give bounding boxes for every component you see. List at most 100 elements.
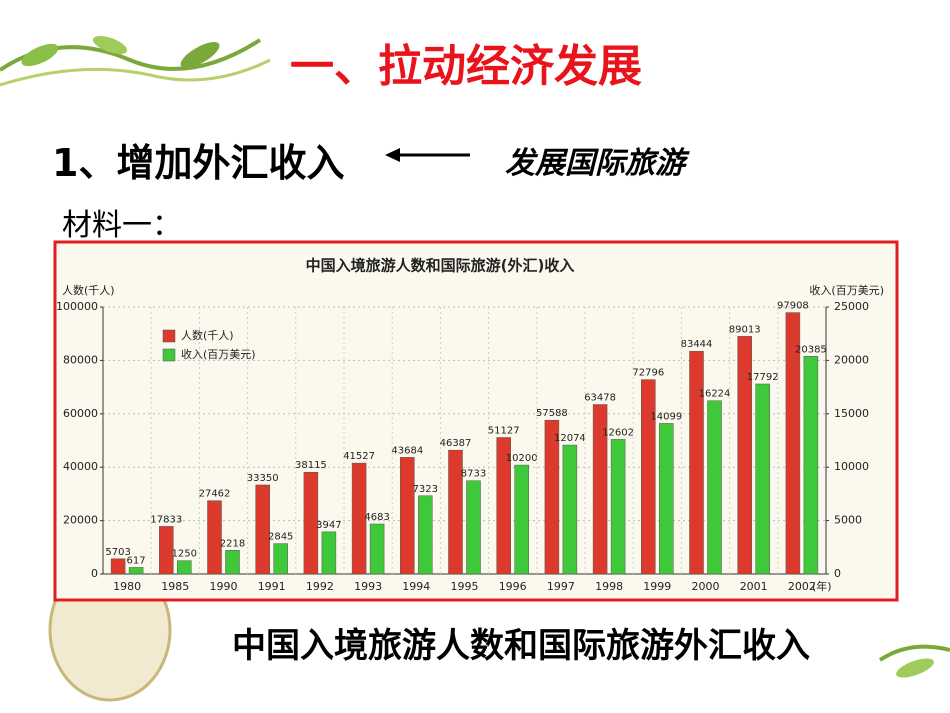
x-tick-label: 1990 (210, 580, 238, 593)
value-label: 17833 (150, 514, 182, 525)
value-label: 97908 (777, 301, 809, 312)
caption: 中国入境旅游人数和国际旅游外汇收入 (232, 626, 810, 666)
x-tick-label: 1998 (595, 580, 623, 593)
bar (255, 484, 270, 575)
slide-title: 一、拉动经济发展 (290, 41, 642, 92)
value-label: 2845 (268, 532, 293, 543)
bar (592, 404, 608, 575)
bar (466, 480, 481, 575)
y2-tick-label: 25000 (834, 300, 869, 313)
bar (514, 464, 529, 575)
x-tick-label: 1995 (451, 580, 479, 593)
y2-tick-label: 15000 (834, 407, 869, 420)
value-label: 8733 (461, 469, 486, 480)
bar (803, 356, 819, 575)
y-tick-label: 80000 (63, 353, 98, 366)
bar (448, 449, 463, 575)
value-label: 17792 (747, 372, 779, 383)
bar (755, 383, 770, 575)
x-tick-label: 2002 (788, 580, 816, 593)
value-label: 41527 (343, 451, 375, 462)
x-tick-label: 1994 (402, 580, 430, 593)
bar (273, 543, 288, 575)
x-tick-label: 1993 (354, 580, 382, 593)
y2-axis-label: 收入(百万美元) (809, 283, 884, 297)
bar (641, 379, 656, 575)
bar (785, 312, 801, 575)
bar (303, 471, 319, 575)
y-axis-label: 人数(千人) (62, 284, 115, 297)
value-label: 10200 (506, 453, 538, 464)
y-tick-label: 40000 (63, 460, 98, 473)
x-tick-label: 1980 (113, 580, 141, 593)
bar (562, 444, 578, 575)
x-tick-label: 2001 (740, 580, 768, 593)
x-tick-label: 2000 (692, 580, 720, 593)
value-label: 7323 (413, 484, 438, 495)
bar (418, 495, 433, 575)
subtitle-target: 发展国际旅游 (505, 146, 685, 181)
y-tick-label: 20000 (63, 514, 98, 527)
value-label: 63478 (584, 393, 616, 404)
value-label: 57588 (536, 408, 568, 419)
y-tick-label: 0 (91, 567, 98, 580)
value-label: 5703 (105, 547, 130, 558)
chart-title: 中国入境旅游人数和国际旅游(外汇)收入 (306, 257, 575, 275)
legend-label: 收入(百万美元) (181, 347, 256, 361)
bar (321, 531, 337, 575)
value-label: 12074 (554, 433, 586, 444)
value-label: 16224 (699, 389, 731, 400)
value-label: 43684 (391, 445, 423, 456)
legend-swatch (162, 329, 176, 343)
x-tick-label: 1997 (547, 580, 575, 593)
material-label: 材料一： (62, 208, 182, 243)
bar (659, 423, 674, 575)
x-unit-label: (年) (812, 579, 832, 593)
value-label: 4683 (364, 512, 389, 523)
x-tick-label: 1992 (306, 580, 334, 593)
x-tick-label: 1999 (643, 580, 671, 593)
bar (610, 439, 626, 575)
value-label: 20385 (795, 344, 827, 355)
value-label: 12602 (602, 427, 634, 438)
bar (225, 550, 240, 575)
bar (351, 462, 367, 575)
bar (110, 558, 126, 575)
y2-tick-label: 10000 (834, 460, 869, 473)
value-label: 3947 (316, 520, 341, 531)
bar (400, 457, 415, 575)
bar (496, 437, 511, 575)
x-tick-label: 1985 (161, 580, 189, 593)
bar (128, 567, 144, 575)
value-label: 2218 (220, 538, 245, 549)
value-label: 617 (127, 555, 146, 566)
x-tick-label: 1991 (258, 580, 286, 593)
legend-swatch (162, 348, 176, 362)
bar (737, 336, 752, 575)
value-label: 51127 (488, 425, 520, 436)
bar (207, 500, 222, 575)
legend-label: 人数(千人) (181, 329, 234, 342)
y-tick-label: 100000 (56, 300, 98, 313)
bar (689, 350, 704, 575)
value-label: 46387 (440, 438, 472, 449)
x-tick-label: 1996 (499, 580, 527, 593)
bar (544, 419, 560, 575)
value-label: 1250 (172, 549, 197, 560)
y-tick-label: 60000 (63, 407, 98, 420)
value-label: 72796 (632, 368, 664, 379)
value-label: 83444 (681, 339, 713, 350)
bar (707, 400, 722, 575)
bar (177, 560, 192, 575)
value-label: 89013 (729, 324, 761, 335)
y2-tick-label: 20000 (834, 353, 869, 366)
value-label: 33350 (247, 473, 279, 484)
y2-tick-label: 0 (834, 567, 841, 580)
bar (369, 523, 385, 575)
value-label: 14099 (650, 411, 682, 422)
subtitle: 1、增加外汇收入 (52, 141, 345, 185)
bar (159, 526, 174, 575)
value-label: 38115 (295, 460, 327, 471)
